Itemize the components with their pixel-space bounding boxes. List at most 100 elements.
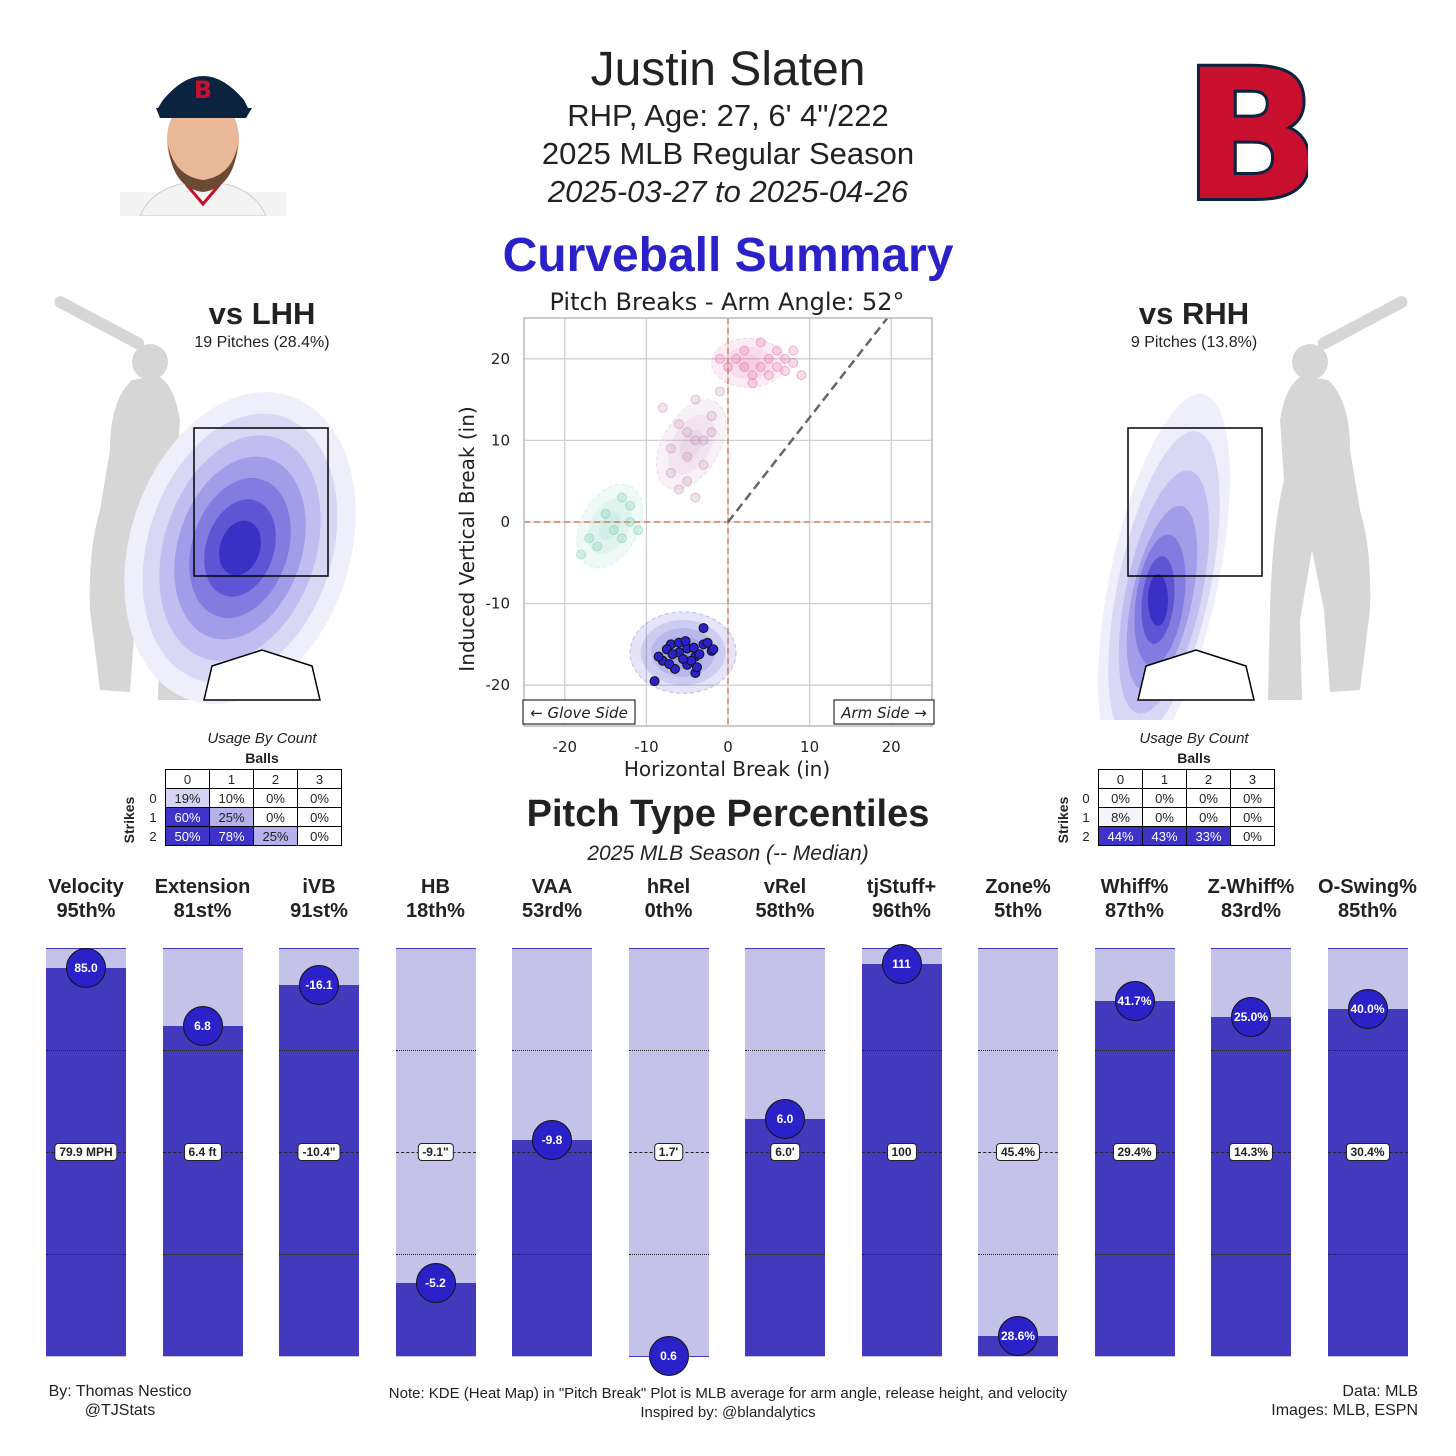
other-pitch-point	[755, 361, 766, 372]
kde-contour	[736, 354, 761, 372]
other-pitch-point	[682, 427, 693, 438]
other-pitch-point	[747, 370, 758, 381]
kde-contour	[668, 414, 715, 475]
count-cell: 0%	[297, 826, 342, 846]
other-pitch-point	[576, 549, 587, 560]
player-value-marker: 111	[881, 944, 922, 985]
metric-percentile: 91st%	[290, 900, 348, 922]
rhh-balls-label: Balls	[1177, 750, 1211, 766]
footer-sources: Data: MLB Images: MLB, ESPN	[1216, 1382, 1418, 1420]
player-value-marker: 41.7%	[1114, 981, 1155, 1022]
date-range: 2025-03-27 to 2025-04-26	[547, 174, 909, 209]
other-pitch-point	[625, 517, 636, 527]
curveball-point	[698, 623, 709, 634]
quartile-line	[162, 1254, 243, 1255]
other-pitch-point	[665, 468, 676, 479]
arm-angle-line	[727, 317, 889, 523]
footer-kde-note: Note: KDE (Heat Map) in "Pitch Break" Pl…	[388, 1385, 1068, 1402]
other-pitch-point	[690, 435, 701, 446]
break-chart-ylabel: Induced Vertical Break (in)	[455, 406, 479, 671]
quartile-line	[1211, 1050, 1291, 1051]
team-logo: B	[1180, 29, 1323, 244]
ball-header: 0	[165, 769, 210, 789]
percentile-bar-fill	[512, 1139, 592, 1356]
x-tick-label: 20	[882, 738, 901, 756]
curveball-point	[667, 649, 678, 660]
count-cell: 0%	[1142, 788, 1187, 808]
metric-label: HB 18th%	[378, 875, 494, 923]
lhh-subtitle: 19 Pitches (28.4%)	[194, 334, 330, 351]
percentiles-title: Pitch Type Percentiles	[526, 793, 930, 835]
metric-label: hRel 0th%	[611, 875, 727, 923]
quartile-line	[512, 1050, 592, 1051]
other-pitch-point	[633, 525, 644, 536]
glove-side-annotation: ← Glove Side	[522, 699, 636, 725]
median-value: 14.3%	[1228, 1143, 1274, 1161]
metric-name: Whiff%	[1100, 876, 1169, 898]
quartile-line	[1211, 1254, 1291, 1255]
other-pitch-point	[771, 361, 782, 372]
ball-header: 2	[1186, 769, 1231, 789]
player-value-marker: -5.2	[415, 1262, 456, 1303]
other-pitch-point	[690, 394, 701, 405]
count-cell: 25%	[253, 826, 298, 846]
metric-name: O-Swing%	[1318, 876, 1417, 898]
home-plate-left	[203, 649, 321, 701]
metric-label: Whiff% 87th%	[1077, 875, 1193, 923]
quartile-line	[861, 1050, 942, 1051]
other-pitch-point	[674, 419, 685, 430]
median-value: 45.4%	[995, 1143, 1041, 1161]
svg-text:B: B	[1196, 56, 1308, 212]
x-tick-label: -20	[553, 738, 578, 756]
metric-percentile: 0th%	[644, 900, 693, 922]
player-value-marker: -16.1	[299, 964, 339, 1005]
player-value-marker: 6.8	[182, 1005, 223, 1046]
other-pitch-point	[682, 451, 693, 462]
kde-contour	[679, 429, 703, 460]
y-tick-label: 0	[500, 513, 510, 531]
metric-name: vRel	[763, 876, 807, 898]
curveball-point	[678, 654, 689, 665]
player-headshot: B	[120, 52, 286, 217]
quartile-line	[978, 1050, 1058, 1051]
metric-label: iVB 91st%	[261, 875, 377, 923]
other-pitch-point	[763, 370, 774, 381]
footer-credit: By: Thomas Nestico @TJStats	[20, 1382, 220, 1420]
percentile-bar-fill	[46, 968, 126, 1356]
break-chart-xlabel: Horizontal Break (in)	[624, 757, 830, 780]
break-chart-kde	[576, 337, 786, 694]
count-cell: 8%	[1098, 807, 1143, 827]
other-pitch-point	[600, 508, 611, 519]
count-cell: 43%	[1142, 826, 1187, 846]
curveball-point	[708, 644, 719, 655]
quartile-line	[745, 1254, 825, 1255]
lhh-heatmap	[124, 392, 356, 704]
lhh-count-title: Usage By Count	[207, 730, 317, 747]
other-pitch-point	[763, 353, 774, 364]
curveball-point	[688, 642, 699, 653]
metric-label: Z-Whiff% 83rd%	[1193, 875, 1309, 923]
count-cell: 25%	[209, 807, 254, 827]
other-pitch-point	[796, 370, 807, 381]
quartile-line	[861, 1254, 942, 1255]
strike-zone-right	[1127, 427, 1263, 577]
home-plate-right	[1137, 649, 1255, 701]
metric-label: vRel 58th%	[727, 875, 843, 923]
kde-contour	[587, 498, 632, 554]
kde-contour	[598, 512, 621, 541]
lhh-strikes-label: Strikes	[121, 796, 137, 844]
other-pitch-point	[706, 410, 717, 421]
count-cell: 19%	[165, 788, 210, 808]
other-pitch-point	[698, 435, 709, 446]
ball-header: 1	[1142, 769, 1187, 789]
player-value-marker: 28.6%	[998, 1315, 1038, 1356]
metric-name: HB	[421, 876, 450, 898]
player-value-marker: 40.0%	[1347, 989, 1388, 1030]
other-pitch-point	[674, 484, 685, 495]
metric-name: Extension	[154, 876, 251, 898]
median-value: -10.4"	[297, 1143, 341, 1161]
player-value-marker: 6.0	[765, 1099, 805, 1140]
y-tick-label: -10	[486, 595, 511, 613]
quartile-line	[46, 1254, 126, 1255]
batter-silhouette-right	[1268, 296, 1408, 700]
